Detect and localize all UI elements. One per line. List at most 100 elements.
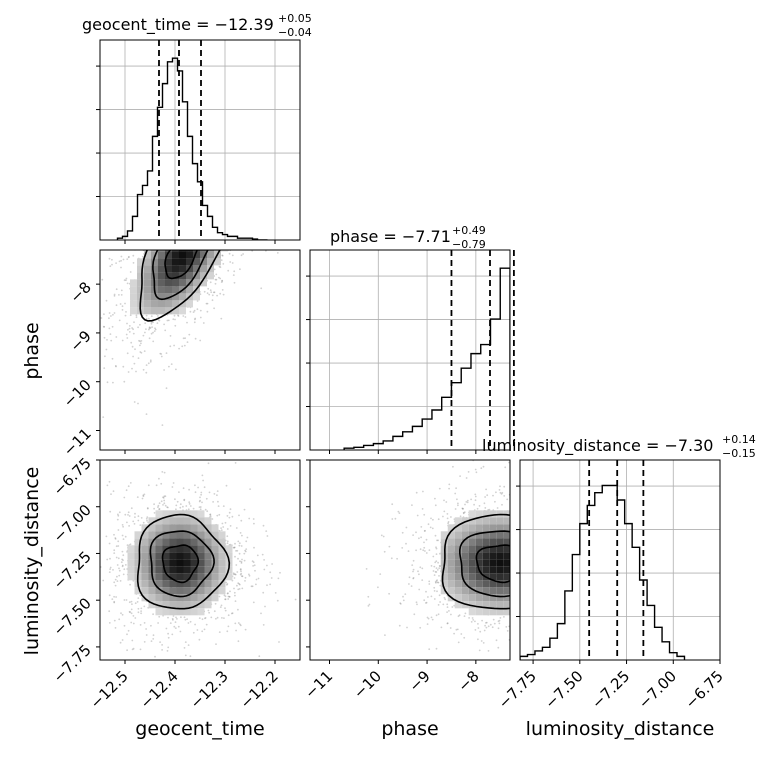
density-cell bbox=[158, 307, 165, 315]
density-cell bbox=[179, 265, 186, 273]
density-cell bbox=[141, 531, 149, 539]
density-cell bbox=[134, 538, 142, 546]
density-cell bbox=[190, 594, 198, 602]
density-cell bbox=[190, 601, 198, 609]
density-cell bbox=[489, 573, 497, 581]
density-cell bbox=[151, 250, 158, 252]
density-cell bbox=[165, 251, 172, 259]
density-cell bbox=[204, 538, 212, 546]
density-cell bbox=[475, 573, 483, 581]
density-cell bbox=[468, 559, 476, 567]
density-cell bbox=[134, 552, 142, 560]
density-cell bbox=[207, 272, 214, 280]
density-cell bbox=[186, 286, 193, 294]
density-cell bbox=[158, 258, 165, 266]
density-cell bbox=[148, 517, 156, 525]
density-cell bbox=[482, 538, 490, 546]
density-cell bbox=[134, 531, 142, 539]
density-cell bbox=[218, 573, 226, 581]
density-cell bbox=[172, 279, 179, 287]
density-cell bbox=[186, 272, 193, 280]
density-cell bbox=[447, 545, 455, 553]
density-cell bbox=[155, 580, 163, 588]
density-cell bbox=[211, 580, 219, 588]
density-cell bbox=[482, 552, 490, 560]
density-cell bbox=[176, 538, 184, 546]
density-cell bbox=[197, 594, 205, 602]
density-cell bbox=[496, 566, 504, 574]
density-cell bbox=[169, 594, 177, 602]
density-cell bbox=[200, 272, 207, 280]
density-cell bbox=[172, 265, 179, 273]
density-cell bbox=[214, 250, 221, 252]
density-cell bbox=[475, 538, 483, 546]
hist-frame-luminosity_distance bbox=[519, 459, 721, 661]
joint-panel-phase-luminosity_distance bbox=[306, 459, 511, 664]
density-cell bbox=[468, 608, 476, 616]
density-cell bbox=[134, 587, 142, 595]
density-cell bbox=[503, 587, 510, 595]
x-label-geocent-time: geocent_time bbox=[135, 718, 264, 740]
density-cell bbox=[172, 300, 179, 308]
density-cell bbox=[148, 552, 156, 560]
density-cell bbox=[148, 601, 156, 609]
density-cell bbox=[489, 608, 497, 616]
density-cell bbox=[176, 531, 184, 539]
density-cell bbox=[489, 531, 497, 539]
density-cell bbox=[468, 601, 476, 609]
density-cell bbox=[211, 552, 219, 560]
density-cell bbox=[218, 566, 226, 574]
density-cell bbox=[155, 517, 163, 525]
density-cell bbox=[475, 531, 483, 539]
density-cell bbox=[447, 538, 455, 546]
density-cell bbox=[503, 608, 510, 616]
density-cell bbox=[141, 580, 149, 588]
density-cell bbox=[169, 608, 177, 616]
contour-level-1 bbox=[149, 530, 215, 598]
density-cell bbox=[190, 580, 198, 588]
density-cell bbox=[148, 587, 156, 595]
density-cell bbox=[169, 517, 177, 525]
density-cell bbox=[204, 601, 212, 609]
density-cell bbox=[144, 279, 151, 287]
density-cell bbox=[454, 538, 462, 546]
title-geocent-time-minus: −0.04 bbox=[278, 26, 312, 39]
density-cell bbox=[127, 545, 135, 553]
density-cell bbox=[144, 286, 151, 294]
density-cell bbox=[496, 573, 504, 581]
density-cell bbox=[482, 517, 490, 525]
density-cell bbox=[197, 545, 205, 553]
density-cell bbox=[141, 587, 149, 595]
density-cell bbox=[190, 517, 198, 525]
density-cell bbox=[454, 566, 462, 574]
density-cell bbox=[503, 566, 510, 574]
density-cell bbox=[475, 524, 483, 532]
density-cell bbox=[461, 517, 469, 525]
density-cell bbox=[169, 524, 177, 532]
density-cells bbox=[130, 250, 228, 315]
density-cell bbox=[190, 552, 198, 560]
density-cell bbox=[155, 524, 163, 532]
density-cell bbox=[218, 538, 226, 546]
density-cell bbox=[454, 552, 462, 560]
density-cell bbox=[447, 531, 455, 539]
density-cell bbox=[197, 608, 205, 616]
density-cell bbox=[141, 538, 149, 546]
density-cell bbox=[454, 517, 462, 525]
density-cell bbox=[475, 608, 483, 616]
title-phase-plus: +0.49 bbox=[452, 224, 486, 237]
density-cell bbox=[162, 517, 170, 525]
density-cell bbox=[162, 566, 170, 574]
density-cell bbox=[193, 258, 200, 266]
density-cell bbox=[165, 258, 172, 266]
density-cell bbox=[148, 580, 156, 588]
density-cell bbox=[225, 573, 233, 581]
density-cell bbox=[204, 531, 212, 539]
density-cell bbox=[489, 524, 497, 532]
density-cell bbox=[137, 272, 144, 280]
density-cell bbox=[197, 531, 205, 539]
density-cell bbox=[179, 250, 186, 252]
density-cell bbox=[468, 552, 476, 560]
density-cell bbox=[447, 552, 455, 560]
contour-level-2 bbox=[139, 250, 221, 322]
